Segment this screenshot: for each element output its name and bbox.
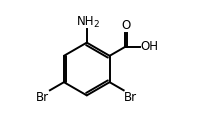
Text: NH: NH <box>77 15 94 28</box>
Text: Br: Br <box>124 91 137 104</box>
Text: OH: OH <box>141 40 159 53</box>
Text: O: O <box>121 19 130 32</box>
Text: 2: 2 <box>93 20 98 29</box>
Text: Br: Br <box>36 91 49 104</box>
